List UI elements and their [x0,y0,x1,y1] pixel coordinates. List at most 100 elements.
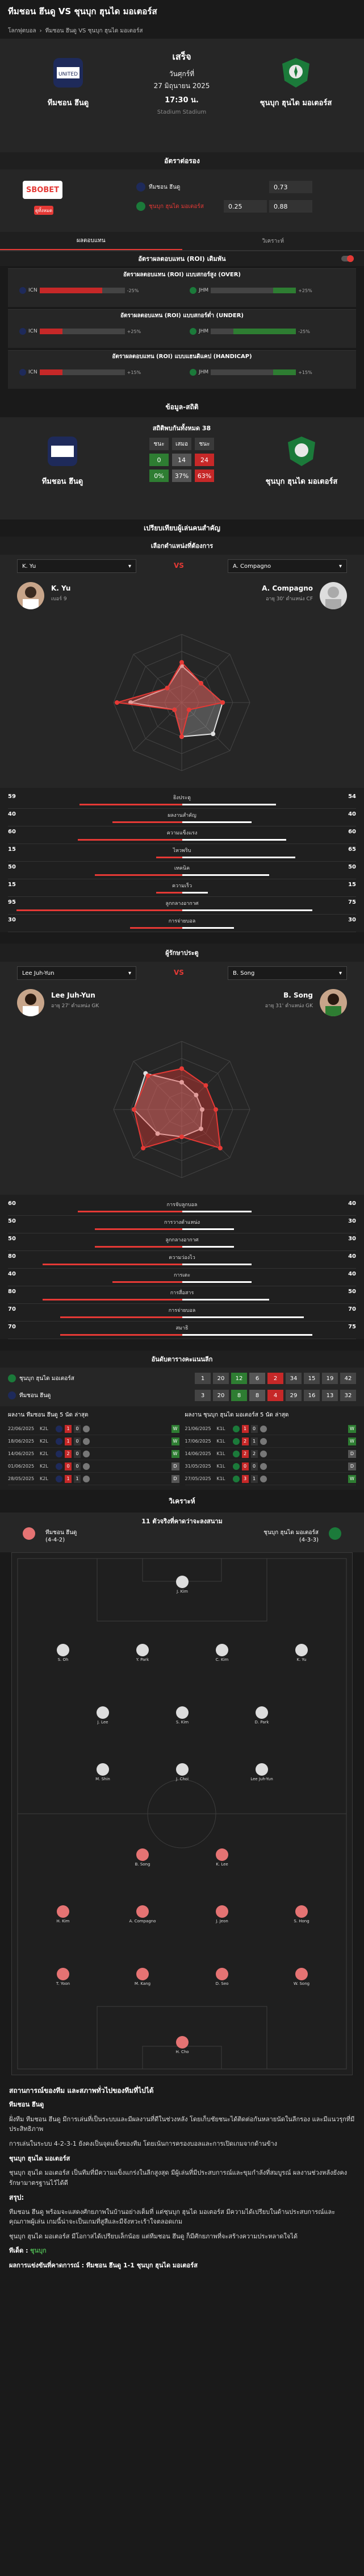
predicted-result: ผลการแข่งขันที่คาดการณ์ : ทีมชอน ฮึนดู 1… [9,2261,198,2269]
lineup-player[interactable]: J. Choi [165,1763,199,1781]
right-player-select[interactable]: A. Compagno ▾ [228,559,347,573]
lineup-player[interactable]: Lee Juh-Yun [245,1763,279,1781]
tab-analysis[interactable]: วิเคราะห์ [262,238,284,244]
away-team-icon [329,1527,341,1540]
list-item[interactable]: 27/05/2025 K1L 3 1 W [185,1473,356,1485]
list-item[interactable]: 31/05/2025 K1L 0 0 D [185,1460,356,1473]
radar-point [145,1073,150,1078]
roi-toggle[interactable] [341,255,354,262]
tab-returns[interactable]: ผลตอบแทน [0,232,182,250]
list-item[interactable]: 21/06/2025 K1L 1 0 W [185,1423,356,1435]
lineup-player[interactable]: T. Yoon [46,1968,80,1986]
lineup-player[interactable]: H. Kim [46,1905,80,1923]
player-icon [295,1905,308,1918]
list-item[interactable]: 14/06/2025 K1L 2 2 D [185,1448,356,1460]
tab-bar: ผลตอบแทน วิเคราะห์ [0,232,364,251]
stat-bar-row: 40 การเตะ 40 [8,1269,356,1286]
lineup-player[interactable]: M. Kang [125,1968,160,1986]
opponent-icon [83,1450,90,1457]
right-bar [182,874,269,876]
lineup-player[interactable]: D. Park [245,1706,279,1725]
left-gk-name: Lee Juh-Yun [51,991,95,999]
list-item[interactable]: 22/06/2025 K2L 1 0 W [8,1423,179,1435]
table-row[interactable]: ชุนบุก ฮุนได มอเตอร์ส 1 20 12 6 2 34 15 19 42 [8,1370,356,1387]
odds-value[interactable]: 0.73 [269,181,312,193]
roi-header: อัตราผลตอบแทน (ROI) เดิมพัน [0,251,364,266]
lineup-player[interactable]: H. Cho [165,2036,199,2054]
player-icon [295,1968,308,1980]
stats-away-team: ชุนบุก ฮุนได มอเตอร์ส [256,434,347,487]
lineup-player[interactable]: Y. Park [125,1644,160,1662]
stat-bars-2: 60 การจับลูกบอล 40 50 การวางตำแหน่ง 30 5… [0,1195,364,1339]
right-player-meta: อายุ 30' ตำแหน่ง CF [266,596,313,602]
roi-left-bar: ICN -25% [19,285,141,296]
away-team-name: ชุนบุก ฮุนได มอเตอร์ส [260,99,332,107]
odds-value[interactable]: 0.25 [224,200,267,213]
left-bar [112,1281,182,1283]
opponent-icon [83,1425,90,1432]
player-icon [216,1968,228,1980]
vs-label: VS [174,562,184,570]
stats-home-team: ทีมชอน ฮึนดู [17,434,108,487]
radar-axis [181,1109,231,1158]
odds-value[interactable]: 0.88 [269,200,312,213]
roi-card: อัตราผลตอบแทน (ROI) แบบแฮนดิแคป (HANDICA… [8,350,356,389]
away-wins: 24 [195,454,214,466]
lineup-player[interactable]: C. Kim [205,1644,239,1662]
lineup-player[interactable]: J. Lee [86,1706,120,1725]
left-bar [156,892,182,894]
list-item[interactable]: 01/06/2025 K2L 0 0 D [8,1460,179,1473]
lineup-player[interactable]: M. Shin [86,1763,120,1781]
stat-bar-row: 30 การจ่ายบอล 30 [8,915,356,932]
stat-bar-row: 15 ไหวพริบ 65 [8,844,356,861]
lineup-player[interactable]: K. Yu [284,1644,319,1662]
player-icon [216,1644,228,1656]
home-team-logo: UNITED [51,56,85,90]
right-gk-select[interactable]: B. Song ▾ [228,966,347,980]
lineup-player[interactable]: S. Hong [284,1905,319,1923]
odds-view-button[interactable]: ดูทั้งหมด [34,206,53,215]
player-icon [176,1576,189,1588]
breadcrumb-home[interactable]: โลกฟุตบอล [8,27,36,34]
pick-value: ชุนบุก [30,2247,47,2255]
player-icon [176,2036,189,2049]
lineup-player[interactable]: W. Song [284,1968,319,1986]
right-player-name: A. Compagno [262,584,313,592]
lineup-player[interactable]: J. Jeon [205,1905,239,1923]
radar-point [194,1092,199,1098]
lineup-player[interactable]: A. Compagno [125,1905,160,1923]
home-analysis-text: ฝั่งทีม ทีมชอน ฮึนดู มีการเล่นที่เป็นระบ… [9,2115,355,2133]
lineup-player[interactable]: J. Kim [165,1576,199,1594]
lineup-player[interactable]: B. Song [125,1848,160,1867]
match-time: 17:30 น. [165,96,199,105]
home-team-icon [136,182,145,192]
left-bar [43,1264,182,1265]
opponent-icon [260,1475,267,1482]
sbobet-logo[interactable]: SBOBET [23,181,62,199]
league-table-title: อันดับตารางคะแนนลีก [0,1351,364,1368]
list-item[interactable]: 14/06/2025 K2L 2 0 W [8,1448,179,1460]
team-icon [56,1462,62,1470]
left-bar [60,1334,182,1336]
right-bar [182,839,287,841]
lineup-player[interactable]: S. Oh [46,1644,80,1662]
lineup-player[interactable]: S. Kim [165,1706,199,1725]
left-bar [95,1228,182,1230]
list-item[interactable]: 18/06/2025 K2L 1 0 W [8,1435,179,1448]
list-item[interactable]: 17/06/2025 K1L 2 1 W [185,1435,356,1448]
away-team[interactable]: ชุนบุก ฮุนได มอเตอร์ส [250,56,341,109]
home-team[interactable]: UNITED ทีมชอน ฮึนดู [23,56,114,109]
radar-point [179,1066,184,1071]
list-item[interactable]: 28/05/2025 K2L 1 1 D [8,1473,179,1485]
left-gk-select[interactable]: Lee Juh-Yun ▾ [17,966,136,980]
stats-panel: ทีมชอน ฮึนดู สถิติพบกันทั้งหมด 38 ชนะ เส… [0,417,364,520]
left-player-select[interactable]: K. Yu ▾ [17,559,136,573]
lineup-player[interactable]: K. Lee [205,1848,239,1867]
team-icon [232,1462,240,1470]
lineup-player[interactable]: D. Seo [205,1968,239,1986]
match-venue: Stadium Stadium [157,109,207,115]
stat-bar-row: 60 ความแข็งแรง 60 [8,826,356,844]
radar-point [186,707,191,712]
table-row[interactable]: ทีมชอน ฮึนดู 3 20 8 8 4 29 16 13 32 [8,1387,356,1404]
home-team-icon [19,287,26,294]
